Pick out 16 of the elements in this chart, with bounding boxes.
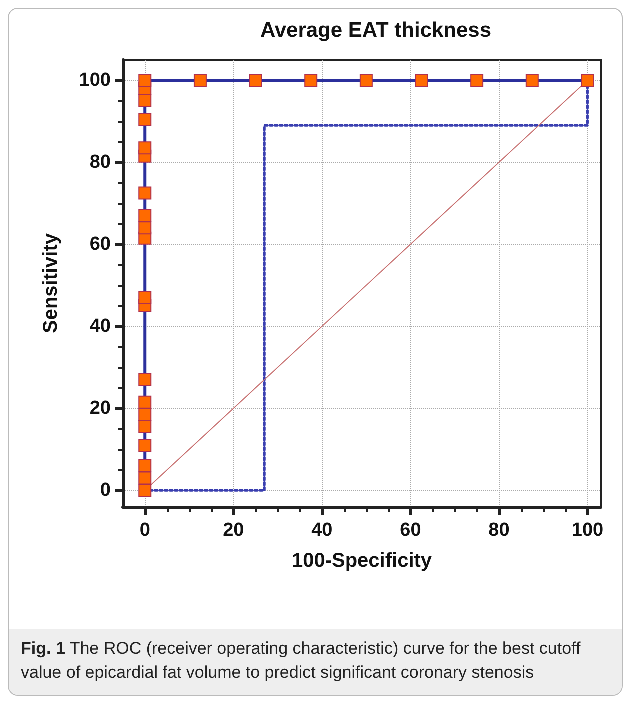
- x-axis-title: 100-Specificity: [292, 550, 433, 572]
- x-tick-label: 80: [488, 520, 510, 541]
- x-tick-label: 20: [223, 520, 244, 541]
- y-tick-label: 20: [90, 398, 111, 420]
- x-tick-label: 100: [572, 520, 604, 541]
- y-axis-title: Sensitivity: [40, 232, 62, 334]
- y-tick-label: 40: [90, 316, 111, 338]
- y-tick-label: 100: [79, 70, 111, 92]
- chart-title: Average EAT thickness: [260, 19, 492, 42]
- x-tick-label: 40: [312, 520, 333, 541]
- y-tick-label: 0: [100, 480, 111, 502]
- x-tick-label: 0: [140, 520, 150, 541]
- x-tick-label: 60: [400, 520, 422, 541]
- caption: Fig. 1 The ROC (receiver operating characteristic) curve for the best cutoff value of epicardial fat volume to predict significant coronary stenosis: [21, 638, 582, 684]
- y-tick-label: 60: [90, 234, 111, 256]
- y-tick-label: 80: [90, 152, 111, 174]
